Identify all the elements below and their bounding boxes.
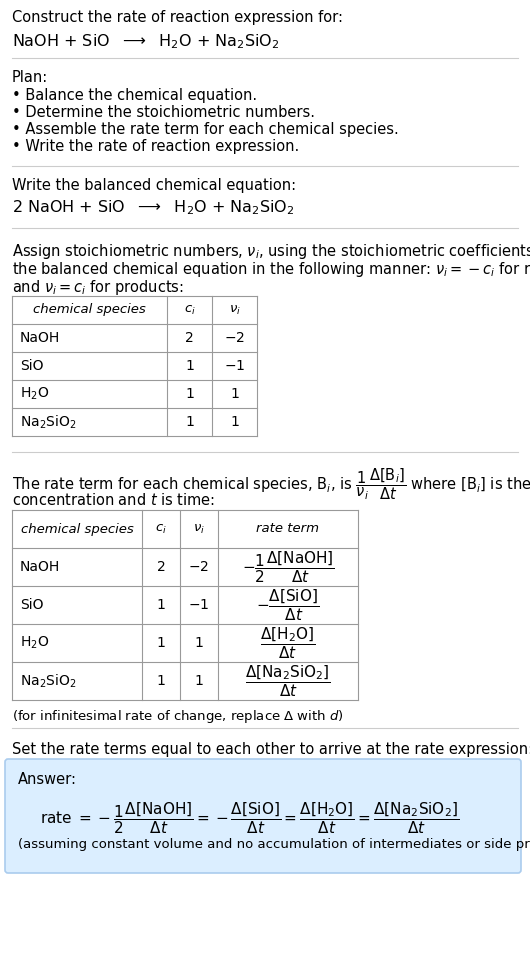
Text: 2: 2 (157, 560, 165, 574)
Text: (for infinitesimal rate of change, replace $\Delta$ with $d$): (for infinitesimal rate of change, repla… (12, 708, 344, 725)
Text: Na$_2$SiO$_2$: Na$_2$SiO$_2$ (20, 672, 76, 690)
Text: Assign stoichiometric numbers, $\nu_i$, using the stoichiometric coefficients, $: Assign stoichiometric numbers, $\nu_i$, … (12, 242, 530, 261)
Text: 1: 1 (195, 674, 204, 688)
Text: 1: 1 (156, 674, 165, 688)
FancyBboxPatch shape (5, 759, 521, 873)
Text: rate $= -\dfrac{1}{2}\dfrac{\Delta[\mathrm{NaOH}]}{\Delta t} = -\dfrac{\Delta[\m: rate $= -\dfrac{1}{2}\dfrac{\Delta[\math… (40, 800, 460, 836)
Text: • Balance the chemical equation.: • Balance the chemical equation. (12, 88, 257, 103)
Text: $-$2: $-$2 (189, 560, 209, 574)
Text: • Determine the stoichiometric numbers.: • Determine the stoichiometric numbers. (12, 105, 315, 120)
Text: H$_2$O: H$_2$O (20, 635, 49, 652)
Text: the balanced chemical equation in the following manner: $\nu_i = -c_i$ for react: the balanced chemical equation in the fo… (12, 260, 530, 279)
Text: concentration and $t$ is time:: concentration and $t$ is time: (12, 492, 215, 508)
Text: Plan:: Plan: (12, 70, 48, 85)
Text: $\nu_i$: $\nu_i$ (193, 522, 205, 536)
Text: 1: 1 (185, 359, 194, 373)
Text: SiO: SiO (20, 359, 43, 373)
Text: 1: 1 (185, 415, 194, 429)
Text: and $\nu_i = c_i$ for products:: and $\nu_i = c_i$ for products: (12, 278, 184, 297)
Text: chemical species: chemical species (33, 304, 146, 317)
Text: Set the rate terms equal to each other to arrive at the rate expression:: Set the rate terms equal to each other t… (12, 742, 530, 757)
Text: Answer:: Answer: (18, 772, 77, 787)
Text: NaOH + SiO  $\longrightarrow$  H$_2$O + Na$_2$SiO$_2$: NaOH + SiO $\longrightarrow$ H$_2$O + Na… (12, 32, 279, 51)
Text: chemical species: chemical species (21, 522, 134, 536)
Text: 1: 1 (185, 387, 194, 401)
Text: $-$1: $-$1 (188, 598, 210, 612)
Text: 1: 1 (230, 387, 239, 401)
Text: 2 NaOH + SiO  $\longrightarrow$  H$_2$O + Na$_2$SiO$_2$: 2 NaOH + SiO $\longrightarrow$ H$_2$O + … (12, 198, 295, 216)
Text: (assuming constant volume and no accumulation of intermediates or side products): (assuming constant volume and no accumul… (18, 838, 530, 851)
Text: NaOH: NaOH (20, 560, 60, 574)
Text: The rate term for each chemical species, B$_i$, is $\dfrac{1}{\nu_i}\dfrac{\Delt: The rate term for each chemical species,… (12, 466, 530, 502)
Text: $-\dfrac{\Delta[\mathrm{SiO}]}{\Delta t}$: $-\dfrac{\Delta[\mathrm{SiO}]}{\Delta t}… (257, 587, 320, 623)
Text: 1: 1 (156, 636, 165, 650)
Text: $\nu_i$: $\nu_i$ (228, 304, 241, 317)
Text: $\dfrac{\Delta[\mathrm{H_2O}]}{\Delta t}$: $\dfrac{\Delta[\mathrm{H_2O}]}{\Delta t}… (260, 625, 315, 661)
Text: H$_2$O: H$_2$O (20, 386, 49, 402)
Text: $-$2: $-$2 (224, 331, 245, 345)
Text: Na$_2$SiO$_2$: Na$_2$SiO$_2$ (20, 413, 76, 431)
Text: Construct the rate of reaction expression for:: Construct the rate of reaction expressio… (12, 10, 343, 25)
Text: $-\dfrac{1}{2}\dfrac{\Delta[\mathrm{NaOH}]}{\Delta t}$: $-\dfrac{1}{2}\dfrac{\Delta[\mathrm{NaOH… (242, 549, 334, 585)
Text: rate term: rate term (257, 522, 320, 536)
Text: NaOH: NaOH (20, 331, 60, 345)
Text: 1: 1 (156, 598, 165, 612)
Text: • Write the rate of reaction expression.: • Write the rate of reaction expression. (12, 139, 299, 154)
Text: 2: 2 (185, 331, 194, 345)
Text: Write the balanced chemical equation:: Write the balanced chemical equation: (12, 178, 296, 193)
Text: 1: 1 (195, 636, 204, 650)
Text: $c_i$: $c_i$ (183, 304, 196, 317)
Text: • Assemble the rate term for each chemical species.: • Assemble the rate term for each chemic… (12, 122, 399, 137)
Text: $c_i$: $c_i$ (155, 522, 167, 536)
Text: 1: 1 (230, 415, 239, 429)
Text: $-$1: $-$1 (224, 359, 245, 373)
Text: $\dfrac{\Delta[\mathrm{Na_2SiO_2}]}{\Delta t}$: $\dfrac{\Delta[\mathrm{Na_2SiO_2}]}{\Del… (245, 663, 331, 699)
Text: SiO: SiO (20, 598, 43, 612)
